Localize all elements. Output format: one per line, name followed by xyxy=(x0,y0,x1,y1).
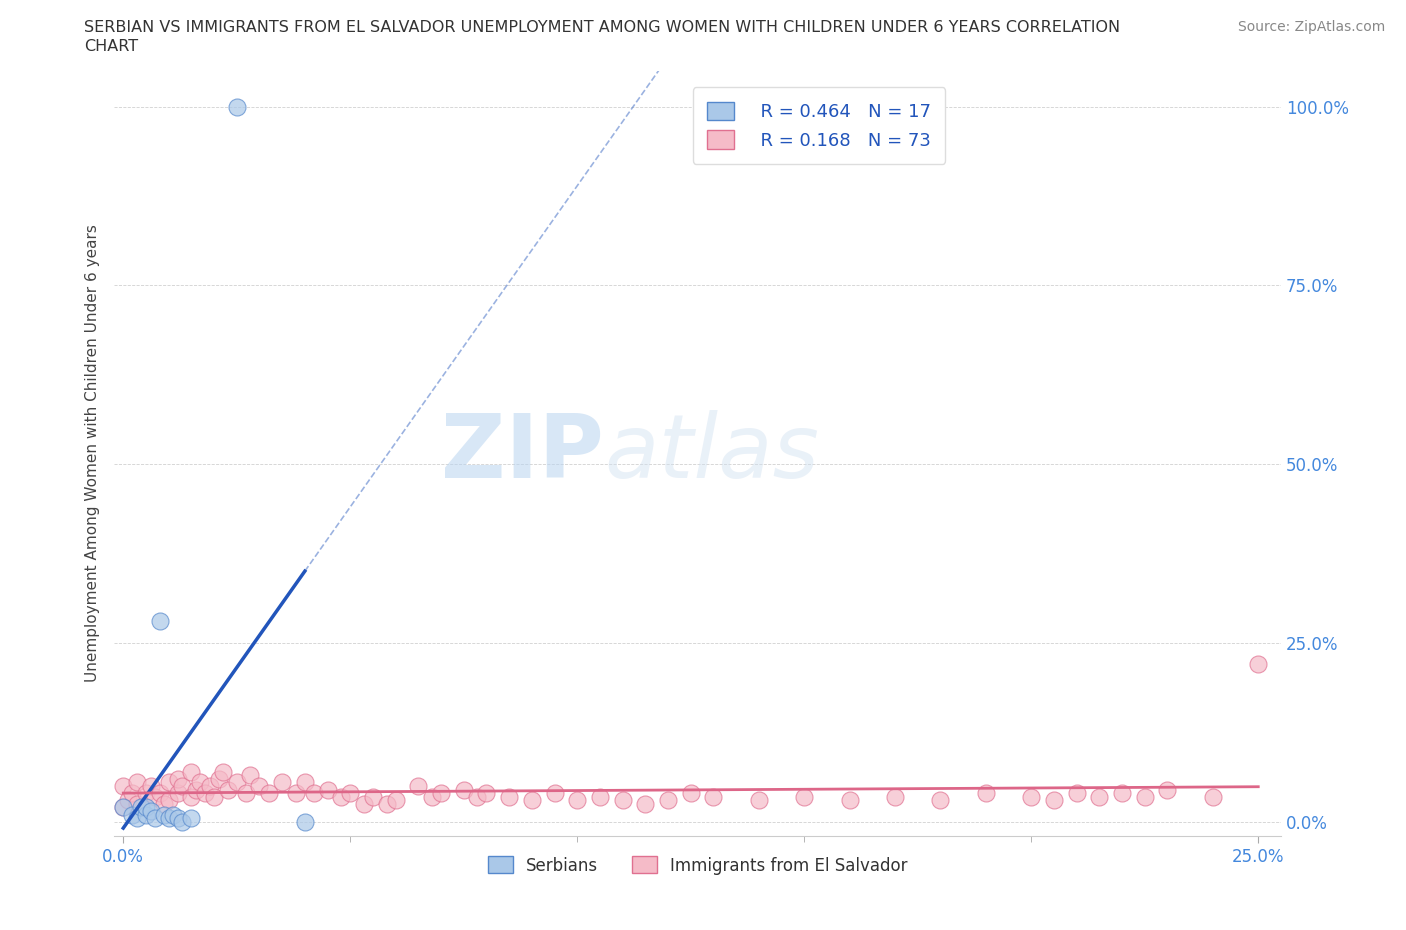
Point xyxy=(112,778,135,793)
Point xyxy=(271,775,294,790)
Point xyxy=(589,790,612,804)
Point xyxy=(125,811,148,826)
Point xyxy=(543,786,565,801)
Point xyxy=(294,815,316,830)
Point xyxy=(166,811,188,826)
Point xyxy=(180,764,202,779)
Point xyxy=(166,771,188,786)
Point xyxy=(117,792,139,807)
Point xyxy=(131,800,153,815)
Point xyxy=(974,786,997,801)
Point xyxy=(143,790,166,804)
Y-axis label: Unemployment Among Women with Children Under 6 years: Unemployment Among Women with Children U… xyxy=(86,224,100,683)
Point xyxy=(202,790,225,804)
Point xyxy=(135,807,157,822)
Point xyxy=(217,782,239,797)
Legend: Serbians, Immigrants from El Salvador: Serbians, Immigrants from El Salvador xyxy=(481,850,914,882)
Point xyxy=(567,792,589,807)
Point xyxy=(125,796,148,811)
Text: ZIP: ZIP xyxy=(441,410,605,497)
Point xyxy=(408,778,430,793)
Point xyxy=(679,786,702,801)
Point xyxy=(375,796,398,811)
Point xyxy=(1202,790,1225,804)
Point xyxy=(1019,790,1042,804)
Text: CHART: CHART xyxy=(84,39,138,54)
Point xyxy=(467,790,489,804)
Point xyxy=(1088,790,1111,804)
Point xyxy=(235,786,257,801)
Point xyxy=(153,807,176,822)
Point xyxy=(121,807,143,822)
Point xyxy=(702,790,724,804)
Point xyxy=(157,811,180,826)
Point xyxy=(748,792,770,807)
Point xyxy=(190,775,212,790)
Point xyxy=(180,790,202,804)
Point xyxy=(157,792,180,807)
Point xyxy=(194,786,217,801)
Point xyxy=(172,778,194,793)
Point xyxy=(612,792,634,807)
Point xyxy=(353,796,375,811)
Point xyxy=(1066,786,1088,801)
Point xyxy=(316,782,339,797)
Point xyxy=(420,790,443,804)
Point xyxy=(1156,782,1178,797)
Point xyxy=(884,790,907,804)
Point xyxy=(225,775,247,790)
Text: atlas: atlas xyxy=(605,410,820,497)
Point xyxy=(225,100,247,114)
Point xyxy=(257,786,280,801)
Point xyxy=(162,807,184,822)
Point xyxy=(184,782,207,797)
Point xyxy=(475,786,498,801)
Point xyxy=(330,790,353,804)
Point xyxy=(112,800,135,815)
Point xyxy=(149,786,172,801)
Point xyxy=(212,764,235,779)
Point xyxy=(121,786,143,801)
Point xyxy=(657,792,679,807)
Point xyxy=(125,775,148,790)
Point xyxy=(793,790,815,804)
Point xyxy=(135,786,157,801)
Point xyxy=(361,790,384,804)
Point xyxy=(149,614,172,629)
Point xyxy=(139,778,162,793)
Point xyxy=(284,786,307,801)
Point xyxy=(453,782,475,797)
Point xyxy=(157,775,180,790)
Point xyxy=(520,792,543,807)
Text: SERBIAN VS IMMIGRANTS FROM EL SALVADOR UNEMPLOYMENT AMONG WOMEN WITH CHILDREN UN: SERBIAN VS IMMIGRANTS FROM EL SALVADOR U… xyxy=(84,20,1121,35)
Point xyxy=(634,796,657,811)
Point xyxy=(172,815,194,830)
Point xyxy=(1043,792,1066,807)
Point xyxy=(929,792,952,807)
Point xyxy=(302,786,325,801)
Point xyxy=(239,768,262,783)
Point xyxy=(498,790,520,804)
Point xyxy=(384,792,406,807)
Point xyxy=(249,778,271,793)
Point xyxy=(198,778,221,793)
Point xyxy=(166,786,188,801)
Point xyxy=(143,811,166,826)
Point xyxy=(838,792,860,807)
Text: Source: ZipAtlas.com: Source: ZipAtlas.com xyxy=(1237,20,1385,34)
Point xyxy=(1133,790,1156,804)
Point xyxy=(207,771,229,786)
Point xyxy=(1247,657,1270,671)
Point xyxy=(1111,786,1133,801)
Point xyxy=(180,811,202,826)
Point xyxy=(430,786,453,801)
Point xyxy=(339,786,361,801)
Point xyxy=(139,804,162,818)
Point xyxy=(294,775,316,790)
Point xyxy=(135,800,157,815)
Point xyxy=(153,796,176,811)
Point xyxy=(112,800,135,815)
